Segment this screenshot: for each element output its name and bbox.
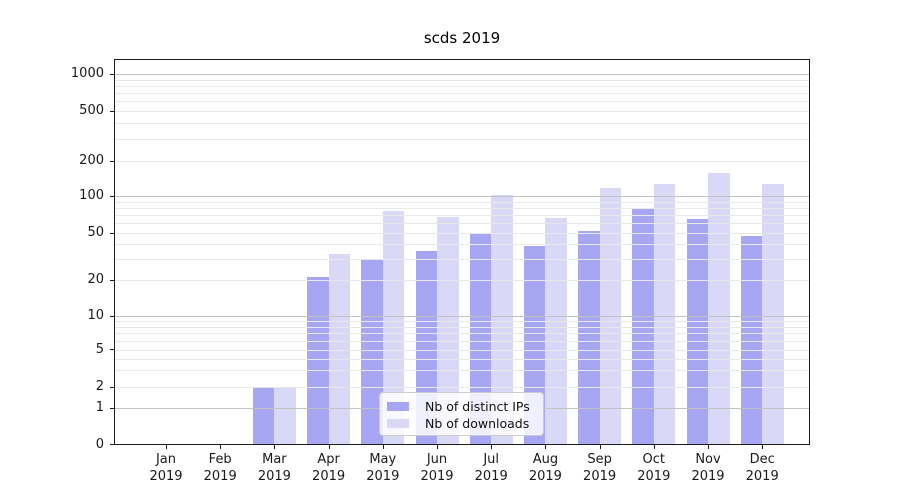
y-tick-mark-5	[110, 349, 114, 350]
x-tick-mark-sep	[599, 445, 601, 449]
y-tick-mark-1	[110, 407, 114, 409]
minor-gridline-50	[114, 233, 810, 234]
x-tick-mark-apr	[328, 445, 330, 449]
bar-downloads-mar	[274, 387, 296, 445]
x-tick-label-may: May 2019	[366, 452, 400, 484]
x-tick-label-mar: Mar 2019	[257, 452, 291, 484]
legend-swatch-downloads	[387, 419, 409, 428]
minor-gridline-300	[114, 138, 810, 140]
minor-gridline-900	[114, 79, 810, 81]
minor-gridline-400	[114, 123, 810, 125]
minor-gridline-9	[114, 321, 810, 323]
x-tick-label-sep: Sep 2019	[583, 452, 617, 484]
minor-gridline-4	[114, 358, 810, 360]
bar-downloads-may	[382, 211, 405, 445]
y-tick-label-20: 20	[87, 272, 104, 287]
x-tick-label-dec: Dec 2019	[745, 452, 779, 484]
bar-distinct-ips-dec	[740, 236, 763, 445]
legend-entry-distinct-ips: Nb of distinct IPs	[380, 398, 543, 415]
y-tick-mark-2	[110, 386, 114, 388]
minor-gridline-3	[114, 370, 810, 372]
legend-label-distinct-ips: Nb of distinct IPs	[425, 399, 530, 414]
major-gridline-10	[114, 316, 810, 317]
minor-gridline-700	[114, 93, 810, 95]
y-tick-label-10: 10	[87, 308, 104, 323]
legend: Nb of distinct IPs Nb of downloads	[379, 392, 544, 436]
y-tick-label-50: 50	[87, 225, 104, 240]
y-tick-label-1: 1	[95, 400, 104, 415]
bar-distinct-ips-may	[361, 259, 383, 445]
y-tick-mark-100	[110, 195, 114, 197]
minor-gridline-70	[114, 215, 810, 217]
y-tick-label-2: 2	[95, 379, 104, 394]
bar-distinct-ips-sep	[578, 230, 600, 445]
legend-entry-downloads: Nb of downloads	[380, 415, 543, 432]
y-tick-mark-1000	[110, 73, 114, 75]
y-tick-label-5: 5	[95, 341, 104, 357]
y-tick-label-1000: 1000	[70, 66, 104, 81]
minor-gridline-20	[114, 280, 810, 281]
y-tick-label-500: 500	[79, 103, 104, 118]
minor-gridline-600	[114, 101, 810, 103]
minor-gridline-6	[114, 340, 810, 342]
minor-gridline-800	[114, 85, 810, 87]
bar-downloads-oct	[653, 183, 676, 445]
bar-downloads-jul	[491, 195, 513, 445]
y-tick-label-0: 0	[95, 436, 104, 452]
minor-gridline-7	[114, 333, 810, 335]
y-tick-mark-500	[110, 110, 114, 112]
x-tick-label-oct: Oct 2019	[637, 452, 671, 484]
legend-label-downloads: Nb of downloads	[425, 416, 530, 431]
x-tick-mark-feb	[220, 445, 222, 449]
chart-title: scds 2019	[423, 29, 501, 47]
plot-area: Nb of distinct IPs Nb of downloads	[114, 59, 810, 445]
x-tick-label-jan: Jan 2019	[149, 452, 183, 484]
bar-distinct-ips-mar	[252, 387, 275, 445]
y-tick-mark-200	[110, 160, 114, 162]
x-tick-label-jun: Jun 2019	[420, 452, 454, 484]
bar-downloads-nov	[708, 172, 730, 445]
x-tick-mark-jul	[491, 445, 493, 449]
x-tick-label-aug: Aug 2019	[528, 452, 562, 484]
minor-gridline-8	[114, 326, 810, 328]
minor-gridline-30	[114, 259, 810, 261]
y-tick-mark-50	[110, 232, 114, 234]
y-tick-mark-0	[110, 444, 114, 445]
x-tick-mark-nov	[708, 445, 709, 449]
bar-distinct-ips-apr	[307, 277, 329, 445]
x-tick-mark-dec	[762, 445, 764, 449]
legend-swatch-distinct-ips	[387, 402, 409, 411]
y-tick-mark-20	[110, 279, 114, 281]
y-tick-label-200: 200	[79, 153, 104, 168]
y-tick-mark-10	[110, 315, 114, 317]
x-tick-mark-oct	[653, 445, 655, 449]
minor-gridline-2	[114, 387, 810, 388]
x-tick-label-nov: Nov 2019	[691, 452, 725, 484]
minor-gridline-5	[114, 349, 810, 351]
minor-gridline-200	[114, 161, 810, 162]
bar-distinct-ips-nov	[686, 218, 708, 445]
minor-gridline-500	[114, 111, 810, 112]
y-tick-label-100: 100	[79, 188, 104, 203]
x-tick-label-apr: Apr 2019	[312, 452, 346, 484]
minor-gridline-80	[114, 207, 810, 209]
x-tick-label-feb: Feb 2019	[203, 452, 237, 484]
x-tick-mark-may	[382, 445, 384, 449]
minor-gridline-90	[114, 201, 810, 203]
minor-gridline-60	[114, 223, 810, 225]
x-tick-mark-aug	[545, 445, 547, 449]
bar-distinct-ips-jul	[469, 233, 492, 445]
gridlines-layer	[114, 59, 810, 445]
x-tick-label-jul: Jul 2019	[474, 452, 508, 484]
x-tick-mark-jun	[437, 445, 438, 449]
minor-gridline-40	[114, 244, 810, 246]
major-gridline-100	[114, 196, 810, 197]
bar-downloads-apr	[328, 254, 351, 445]
x-tick-mark-jan	[166, 445, 167, 449]
x-tick-mark-mar	[274, 445, 276, 449]
bar-downloads-dec	[762, 183, 784, 445]
major-gridline-1000	[114, 74, 810, 75]
